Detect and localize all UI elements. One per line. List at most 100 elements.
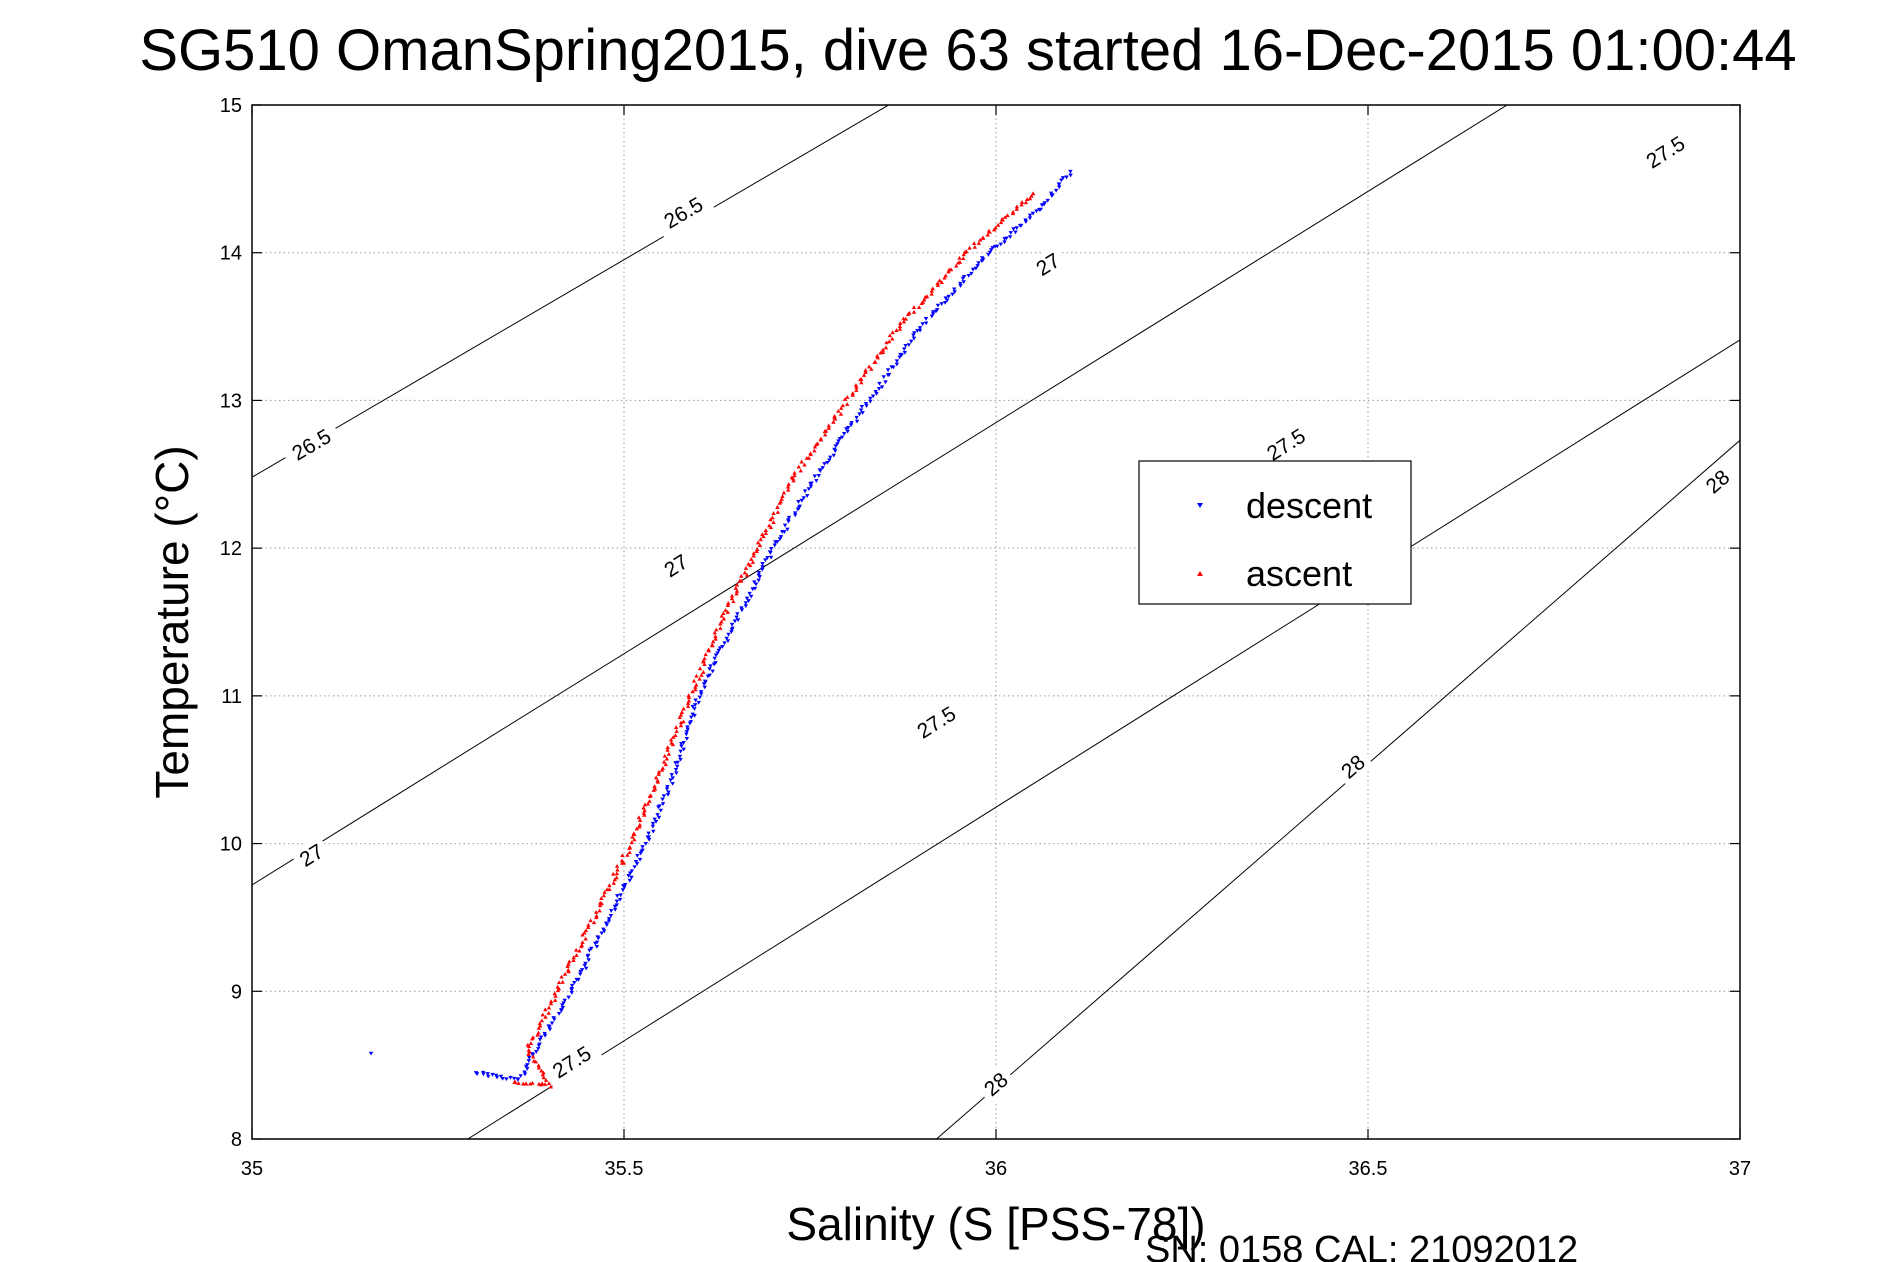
descent-point [549, 1021, 555, 1026]
descent-point [608, 914, 614, 918]
descent-point [920, 322, 925, 327]
descent-point [693, 698, 698, 703]
ascent-point [786, 487, 791, 492]
ascent-point [678, 712, 684, 717]
descent-point [646, 831, 651, 836]
ascent-point [566, 967, 571, 972]
ascent-point [721, 616, 727, 621]
descent-point [656, 815, 662, 820]
descent-point [679, 744, 684, 749]
descent-point [606, 919, 612, 924]
descent-point [579, 968, 585, 972]
descent-point [886, 372, 892, 377]
descent-point [658, 808, 664, 813]
ascent-point [754, 549, 759, 553]
ascent-point [713, 636, 718, 641]
descent-point [534, 1050, 539, 1054]
descent-point [698, 690, 704, 694]
descent-point [673, 768, 679, 772]
ascent-point [742, 570, 748, 575]
ascent-point [883, 345, 889, 350]
descent-point [883, 380, 888, 385]
descent-point [601, 927, 606, 932]
ascent-point [775, 505, 780, 509]
ascent-point [602, 890, 607, 894]
ascent-point [548, 1001, 554, 1006]
ascent-point [580, 932, 585, 937]
contour-line [252, 105, 890, 478]
descent-point [950, 292, 955, 297]
ascent-point [839, 406, 844, 410]
descent-point [690, 704, 695, 709]
descent-point [909, 339, 914, 344]
ascent-point [854, 388, 859, 392]
descent-point [473, 1071, 479, 1075]
ascent-point [866, 364, 872, 369]
descent-point [547, 1027, 553, 1032]
ascent-point [887, 333, 893, 338]
descent-point [651, 829, 656, 834]
descent-point [511, 1076, 517, 1081]
ascent-point [869, 366, 874, 371]
ascent-point [548, 999, 554, 1004]
descent-point [614, 903, 619, 908]
ascent-point [726, 601, 731, 605]
descent-point [833, 444, 838, 449]
descent-point [713, 653, 719, 658]
ascent-point [780, 494, 785, 498]
descent-point [697, 695, 703, 700]
descent-point [569, 983, 575, 988]
descent-point [860, 411, 865, 415]
descent-point [556, 1011, 562, 1016]
ascent-point [597, 900, 603, 905]
ascent-point [1002, 215, 1008, 219]
descent-point [657, 804, 662, 808]
ascent-point [664, 756, 670, 761]
ascent-point [861, 373, 867, 377]
ascent-point [593, 910, 599, 914]
ascent-point [512, 1079, 518, 1084]
ascent-point [637, 818, 643, 823]
contour-label-mask [974, 1063, 1018, 1106]
descent-point [939, 302, 944, 306]
ascent-point [799, 459, 804, 464]
serial-calibration-note: SN: 0158 CAL: 21092012 [1145, 1229, 1578, 1262]
ascent-point [845, 395, 850, 399]
ascent-point [703, 652, 708, 657]
descent-point [816, 473, 822, 478]
descent-point [828, 455, 833, 460]
descent-point [752, 580, 757, 585]
x-tick-label: 37 [1729, 1158, 1751, 1180]
descent-point [650, 824, 656, 829]
ascent-point [552, 991, 557, 996]
descent-point [943, 296, 948, 301]
descent-point [685, 725, 690, 730]
ascent-point [961, 256, 966, 261]
ascent-point [850, 391, 855, 395]
descent-point [961, 280, 966, 285]
descent-point [729, 630, 734, 634]
descent-point [669, 773, 674, 777]
descent-point [542, 1033, 548, 1038]
ascent-point [719, 613, 724, 618]
ascent-point [1005, 213, 1010, 218]
ascent-point [555, 988, 561, 993]
legend-item-ascent: ascent [1197, 553, 1352, 594]
ascent-point [937, 278, 942, 283]
descent-point [912, 331, 917, 336]
chart-title: SG510 OmanSpring2015, dive 63 started 16… [139, 18, 1796, 83]
descent-point [494, 1075, 500, 1080]
ascent-point [1023, 200, 1029, 205]
ascent-point [903, 316, 909, 321]
descent-point [935, 303, 941, 308]
descent-point [876, 386, 882, 391]
descent-point [975, 264, 980, 268]
ascent-point [614, 875, 619, 880]
descent-point [674, 771, 679, 776]
descent-point [786, 519, 791, 524]
descent-point [772, 543, 777, 548]
ascent-point [662, 753, 668, 758]
descent-point [915, 329, 920, 333]
ascent-point [725, 603, 731, 607]
y-axis-label: Temperature (°C) [146, 445, 198, 798]
